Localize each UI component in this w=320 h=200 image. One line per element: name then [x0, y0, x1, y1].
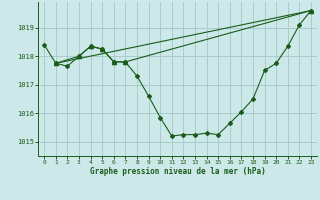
X-axis label: Graphe pression niveau de la mer (hPa): Graphe pression niveau de la mer (hPa) — [90, 167, 266, 176]
